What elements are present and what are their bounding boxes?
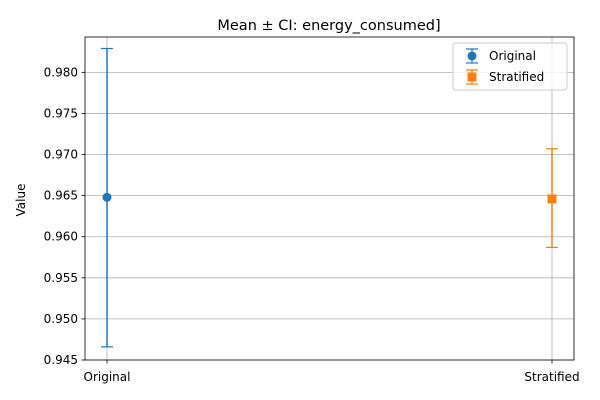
legend-marker: [467, 72, 477, 82]
legend: Original Stratified: [452, 42, 568, 91]
mean-point: [547, 194, 557, 204]
chart-title: Mean ± CI: energy_consumed]: [217, 18, 440, 34]
y-tick-label: 0.975: [44, 106, 78, 120]
x-tick-label: Stratified: [524, 370, 579, 384]
mean-point: [102, 192, 112, 202]
legend-marker: [467, 51, 477, 61]
x-tick-label: Original: [84, 370, 131, 384]
y-tick-label: 0.945: [44, 353, 78, 367]
y-tick-label: 0.970: [44, 148, 78, 162]
plot-area: 0.945 0.950 0.955 0.960 0.965 0.970 0.975 0.980…: [44, 36, 580, 384]
y-tick-label: 0.955: [44, 271, 78, 285]
y-tick-label: 0.950: [44, 312, 78, 326]
legend-box: [452, 42, 568, 91]
legend-label: Stratified: [489, 70, 544, 84]
y-axis-label: Value: [14, 184, 28, 217]
legend-label: Original: [489, 49, 536, 63]
axes-frame: [84, 36, 575, 361]
y-tick-label: 0.980: [44, 65, 78, 79]
y-tick-label: 0.965: [44, 189, 78, 203]
y-tick-label: 0.960: [44, 230, 78, 244]
